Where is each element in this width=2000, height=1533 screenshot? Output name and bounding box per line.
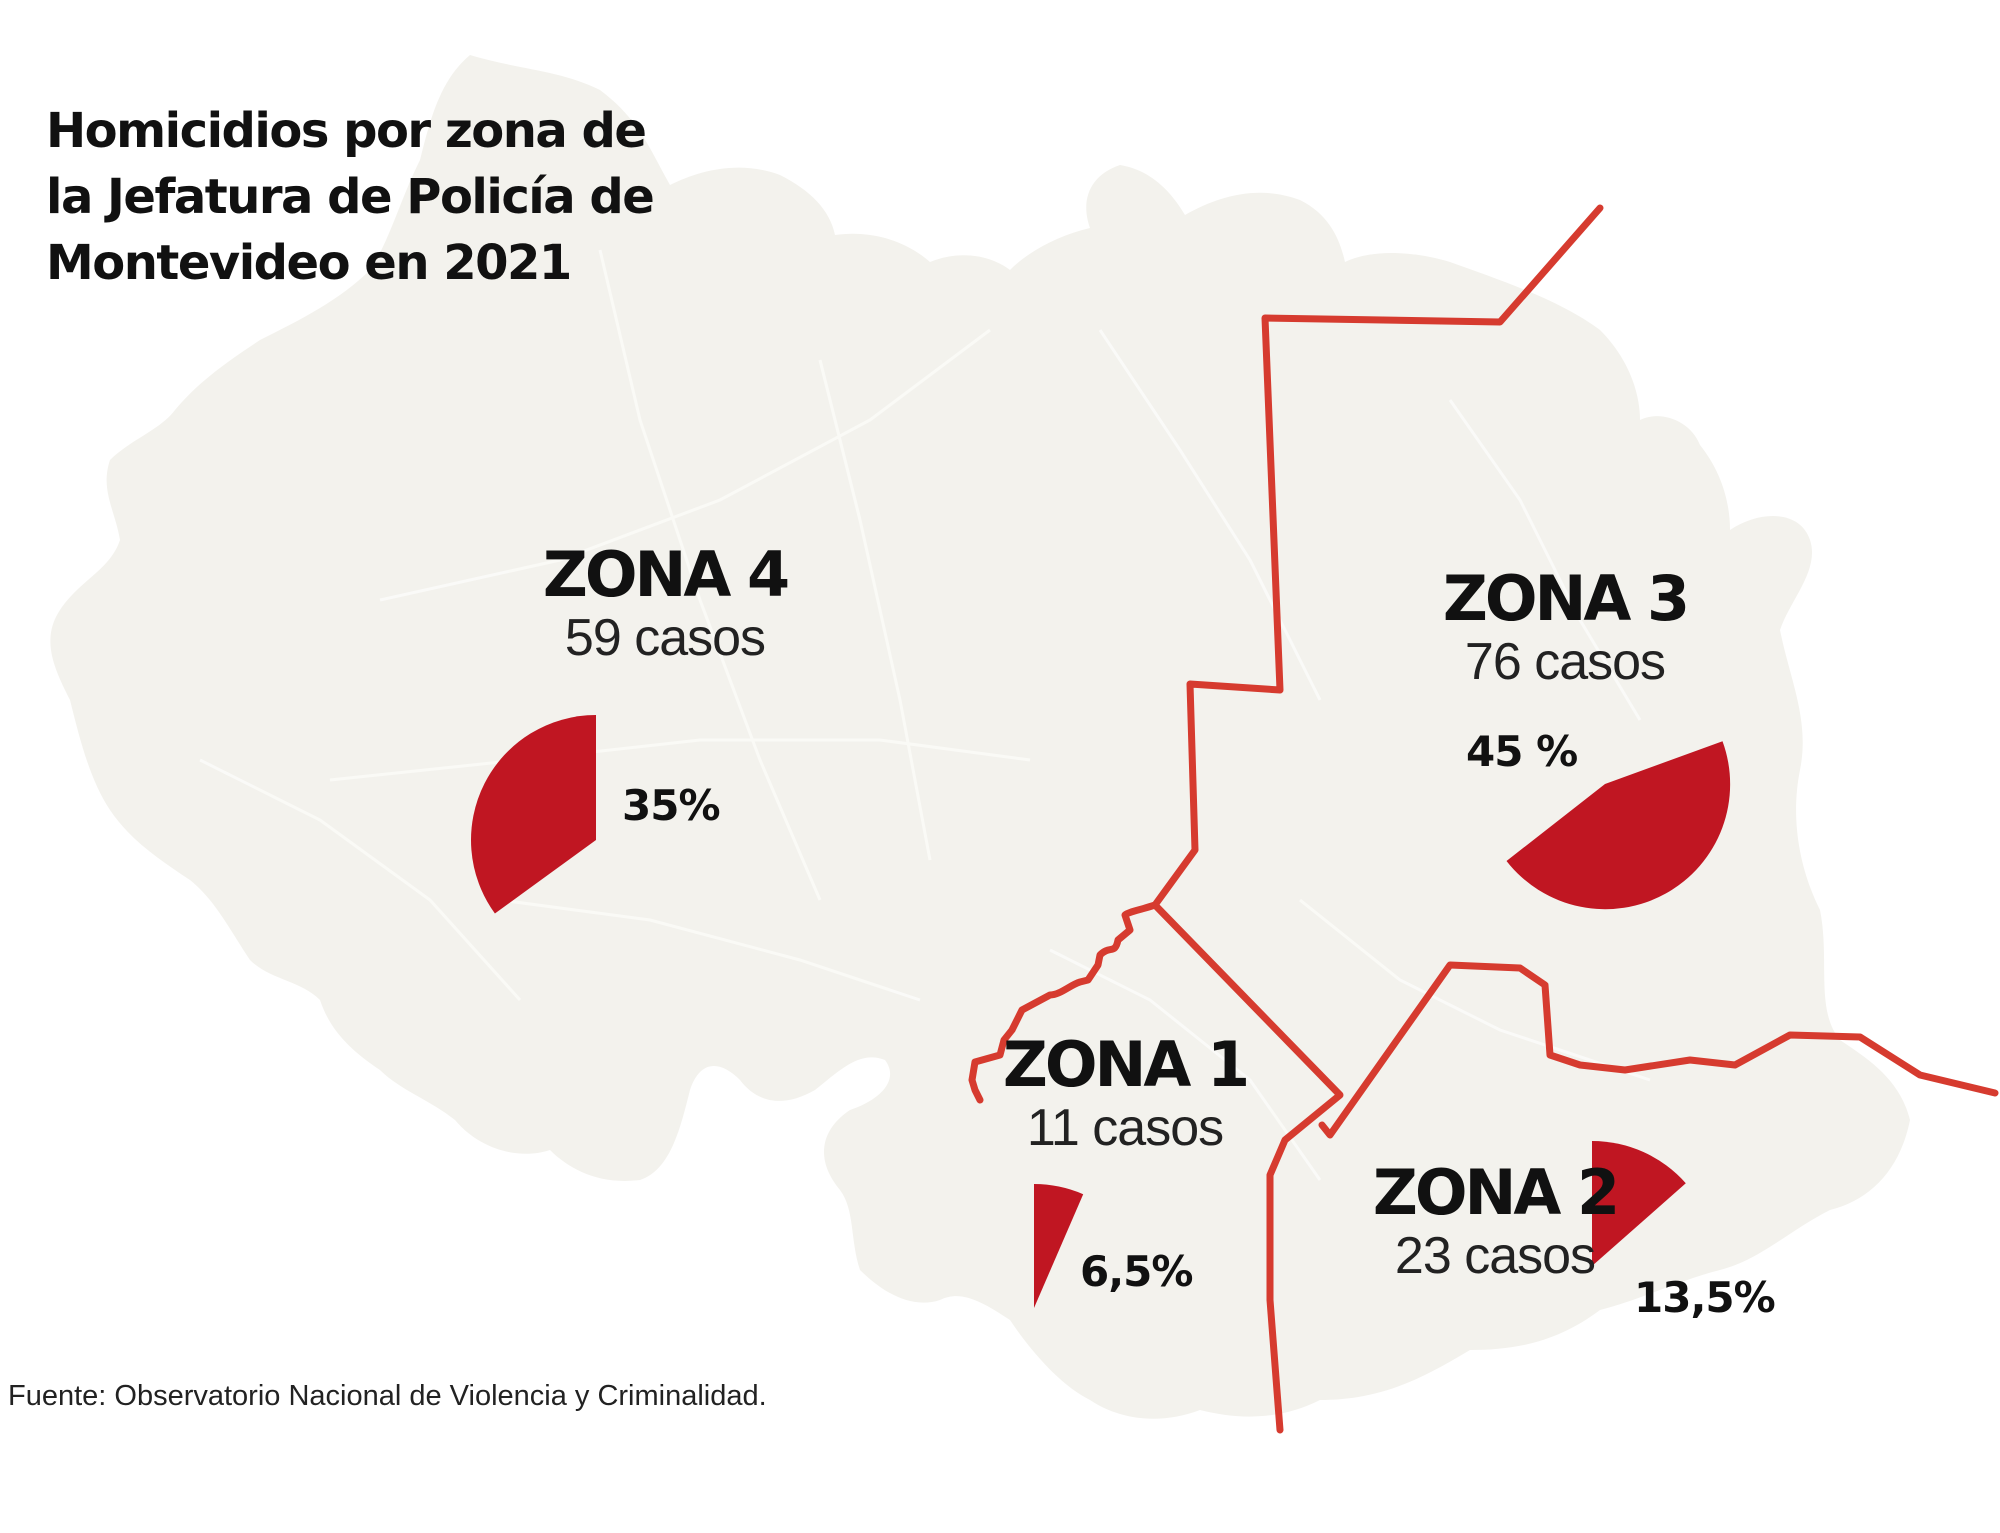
- department-landmass: [50, 55, 1911, 1419]
- pie-wedge-zona2: [1592, 1141, 1686, 1266]
- zone-name: ZONA 4: [542, 538, 790, 611]
- zone-boundaries: [968, 204, 1999, 1434]
- boundary-zona1-zona3: [1151, 901, 1344, 1434]
- source-note: Fuente: Observatorio Nacional de Violenc…: [8, 1380, 767, 1412]
- zone-label-zona4: ZONA 4 59 casos: [490, 538, 840, 667]
- percent-label-zona2: 13,5%: [1634, 1273, 1776, 1322]
- street-network: [199, 249, 1651, 1181]
- zone-name: ZONA 3: [1442, 562, 1690, 635]
- zone-label-zona3: ZONA 3 76 casos: [1390, 562, 1740, 691]
- percent-label-zona1: 6,5%: [1080, 1247, 1193, 1296]
- zone-label-zona1: ZONA 1 11 casos: [960, 1028, 1290, 1157]
- zone-cases: 23 casos: [1394, 1227, 1596, 1285]
- zone-label-zona2: ZONA 2 23 casos: [1325, 1156, 1665, 1285]
- percent-label-zona3: 45 %: [1466, 727, 1578, 776]
- title-line-2: la Jefatura de Policía de: [46, 169, 655, 225]
- percentage-wedges: [471, 715, 1731, 1308]
- boundary-zona3-zona4: [1151, 204, 1604, 909]
- zone-name: ZONA 1: [1002, 1028, 1250, 1101]
- title-line-1: Homicidios por zona de: [46, 103, 647, 159]
- zone-cases: 11 casos: [1026, 1099, 1224, 1157]
- percent-label-zona4: 35%: [622, 781, 721, 830]
- pie-wedge-zona1: [1034, 1184, 1084, 1308]
- boundary-zona2-zona3: [1318, 961, 1999, 1139]
- zone-cases: 59 casos: [564, 609, 766, 667]
- map-title: Homicidios por zona de la Jefatura de Po…: [46, 98, 746, 296]
- boundary-zona1-north: [968, 901, 1159, 1104]
- pie-wedge-zona3: [1506, 741, 1731, 910]
- title-line-3: Montevideo en 2021: [46, 235, 572, 291]
- zone-name: ZONA 2: [1372, 1156, 1620, 1229]
- bay-shape: [115, 536, 203, 601]
- pie-wedge-zona4: [471, 715, 596, 914]
- zone-cases: 76 casos: [1464, 633, 1666, 691]
